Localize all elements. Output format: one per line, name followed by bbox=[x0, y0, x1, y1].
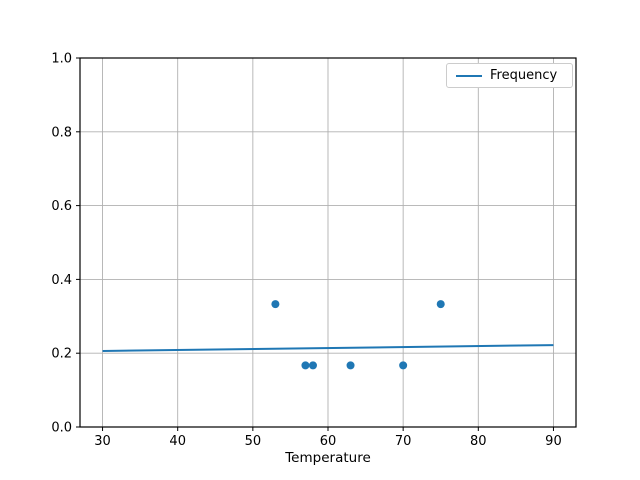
y-tick-label: 0.6 bbox=[51, 199, 72, 214]
frequency-line bbox=[102, 344, 554, 352]
y-tick-label: 0.4 bbox=[51, 273, 72, 288]
scatter-point bbox=[399, 361, 408, 370]
y-tick-label: 1.0 bbox=[51, 52, 72, 67]
y-tick-label: 0.2 bbox=[51, 347, 72, 362]
scatter-point bbox=[301, 361, 310, 370]
y-tick-label: 0.8 bbox=[51, 125, 72, 140]
scatter-point bbox=[308, 361, 317, 370]
x-tick-label: 40 bbox=[169, 434, 186, 449]
x-tick-label: 60 bbox=[320, 434, 337, 449]
scatter-point bbox=[346, 361, 355, 370]
y-tick-label: 0.0 bbox=[51, 421, 72, 436]
scatter-point bbox=[436, 300, 445, 309]
legend-line-sample bbox=[456, 74, 482, 77]
x-tick-label: 90 bbox=[545, 434, 562, 449]
x-tick-label: 80 bbox=[470, 434, 487, 449]
x-tick-label: 50 bbox=[245, 434, 262, 449]
legend: Frequency bbox=[446, 63, 573, 88]
scatter-point bbox=[271, 300, 280, 309]
x-tick-label: 70 bbox=[395, 434, 412, 449]
x-axis-label: Temperature bbox=[285, 450, 371, 466]
legend-label: Frequency bbox=[490, 68, 558, 83]
x-tick-label: 30 bbox=[94, 434, 111, 449]
